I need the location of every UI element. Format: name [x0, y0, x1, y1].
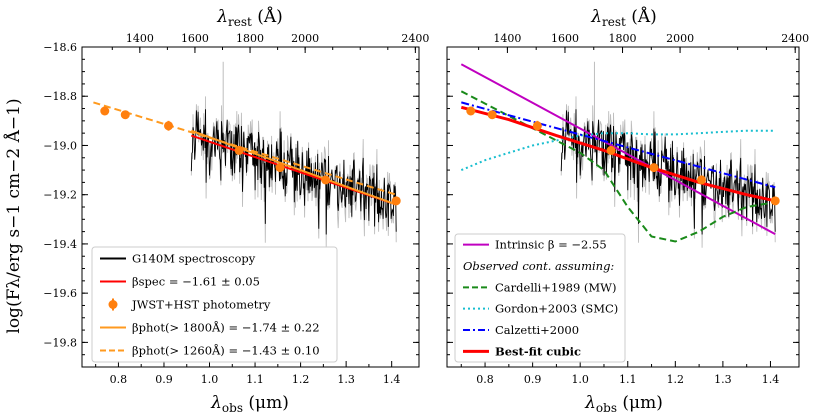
y-tick-label: −19.4: [43, 238, 77, 251]
legend-label: βphot(> 1800Å) = −1.74 ± 0.22: [132, 321, 320, 335]
y-tick-label: −18.6: [43, 41, 77, 54]
legend-label: Intrinsic β = −2.55: [495, 238, 607, 252]
series-line: [460, 63, 776, 235]
x-tick-label: 1.2: [292, 373, 310, 386]
x-tick-label: 1.3: [337, 373, 355, 386]
top-tick-label: 2400: [781, 32, 809, 45]
photometry-point: [120, 110, 130, 120]
x-tick-label: 1.4: [383, 373, 401, 386]
x-tick-label: 1.1: [619, 373, 637, 386]
top-tick-label: 1800: [236, 32, 264, 45]
legend-label: Observed cont. assuming:: [463, 259, 614, 273]
legend: G140M spectroscopy βspec = −1.61 ± 0.05 JW…: [91, 246, 338, 363]
x-tick-label: 0.8: [110, 373, 128, 386]
photometry-point: [770, 196, 780, 206]
spectrum-line: [190, 109, 397, 235]
legend-label: Cardelli+1989 (MW): [495, 280, 616, 294]
bottom-axis-title-left: λobs (μm): [210, 393, 289, 415]
x-tick-label: 0.9: [155, 373, 173, 386]
y-tick-label: −19.6: [43, 287, 77, 300]
top-axis-title-right: λrest (Å): [590, 6, 657, 29]
x-tick-label: 0.8: [476, 373, 494, 386]
series-line: [460, 90, 776, 243]
top-tick-label: 1400: [493, 32, 521, 45]
x-tick-label: 1.2: [667, 373, 685, 386]
legend-label: Best-fit cubic: [495, 344, 581, 358]
photometry-point: [391, 196, 401, 206]
top-axis-title-left: λrest (Å): [216, 6, 283, 29]
top-tick-label: 1800: [609, 32, 637, 45]
y-tick-label: −19.2: [43, 189, 77, 202]
photometry-point: [466, 106, 476, 116]
legend-label: G140M spectroscopy: [132, 252, 256, 266]
legend-label: βspec = −1.61 ± 0.05: [132, 275, 260, 289]
photometry-point: [649, 163, 659, 173]
photometry-point: [234, 145, 244, 155]
legend-label: βphot(> 1260Å) = −1.43 ± 0.10: [132, 344, 320, 358]
legend-box: [454, 233, 626, 363]
photometry-point: [487, 110, 497, 120]
x-tick-label: 0.9: [524, 373, 542, 386]
top-tick-label: 2400: [401, 32, 429, 45]
top-tick-label: 2000: [666, 32, 694, 45]
plot-area: [460, 61, 780, 248]
bottom-axis-title-right: λobs (μm): [584, 393, 663, 415]
legend-label: Calzetti+2000: [495, 323, 579, 337]
top-tick-label: 1400: [126, 32, 154, 45]
x-tick-label: 1.1: [246, 373, 264, 386]
legend-box: [91, 246, 338, 363]
y-axis-title: log(Fλ/erg s−1 cm−2 Å−1): [3, 98, 24, 333]
photometry-point: [164, 121, 174, 131]
x-tick-label: 1.0: [571, 373, 589, 386]
photometry-point: [275, 163, 285, 173]
series-line: [93, 101, 397, 196]
photometry-point: [100, 106, 110, 116]
x-tick-label: 1.3: [714, 373, 732, 386]
top-tick-label: 2000: [291, 32, 319, 45]
top-tick-label: 1600: [181, 32, 209, 45]
series-line: [460, 105, 776, 203]
photometry-point: [606, 145, 616, 155]
y-tick-label: −19.0: [43, 139, 77, 152]
series-line: [461, 101, 776, 189]
legend-label: Gordon+2003 (SMC): [495, 302, 618, 316]
photometry-point: [532, 121, 542, 131]
left-panel: 0.8 0.9 1.0 1.1 1.2 1.3 1.4 1400 1600 1800 2000 240…: [43, 32, 429, 386]
top-tick-label: 1600: [551, 32, 579, 45]
y-tick-label: −19.8: [43, 336, 77, 349]
y-tick-label: −18.8: [43, 90, 77, 103]
x-tick-label: 1.0: [201, 373, 219, 386]
plot-area: [93, 61, 401, 248]
legend-swatch-marker: [108, 300, 118, 309]
x-tick-label: 1.4: [762, 373, 780, 386]
legend: Intrinsic β = −2.55 Observed cont. assumi…: [454, 233, 626, 363]
legend-label: JWST+HST photometry: [131, 298, 271, 312]
right-panel: 0.8 0.9 1.0 1.1 1.2 1.3 1.4 1400 1600 1800 2000 240…: [446, 32, 809, 386]
photometry-point: [321, 175, 331, 185]
photometry-point: [696, 175, 706, 185]
